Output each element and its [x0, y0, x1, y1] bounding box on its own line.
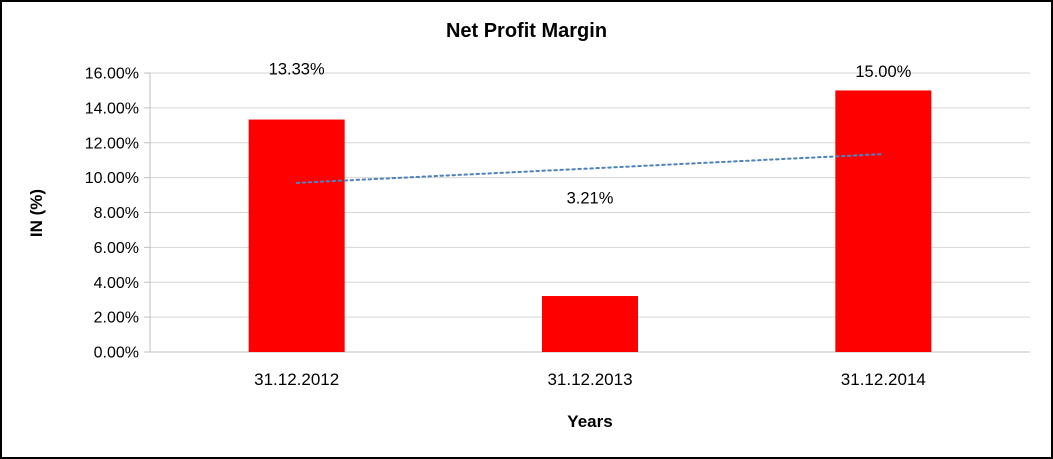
- bar-31.12.2014: [835, 90, 932, 352]
- y-tick-label: 4.00%: [94, 275, 139, 292]
- bar-31.12.2013: [542, 296, 638, 352]
- trendline: [295, 153, 885, 184]
- y-tick-label: 8.00%: [94, 205, 139, 222]
- y-tick-label: 12.00%: [85, 135, 139, 152]
- y-tick-label: 16.00%: [85, 66, 139, 83]
- y-tick-label: 14.00%: [85, 100, 139, 117]
- category-label: 31.12.2013: [547, 370, 632, 389]
- category-label: 31.12.2012: [254, 370, 339, 389]
- bar-31.12.2012: [248, 119, 345, 352]
- chart-title: Net Profit Margin: [445, 20, 608, 42]
- y-tick-label: 2.00%: [94, 310, 139, 327]
- y-tick-label: 0.00%: [94, 345, 139, 362]
- x-axis-title: Years: [567, 412, 613, 431]
- data-label: 13.33%: [269, 61, 325, 79]
- category-label: 31.12.2014: [841, 370, 926, 389]
- y-tick-label: 6.00%: [94, 240, 139, 257]
- y-tick-label: 10.00%: [85, 170, 139, 187]
- data-label: 3.21%: [567, 190, 614, 208]
- data-label: 15.00%: [855, 63, 911, 81]
